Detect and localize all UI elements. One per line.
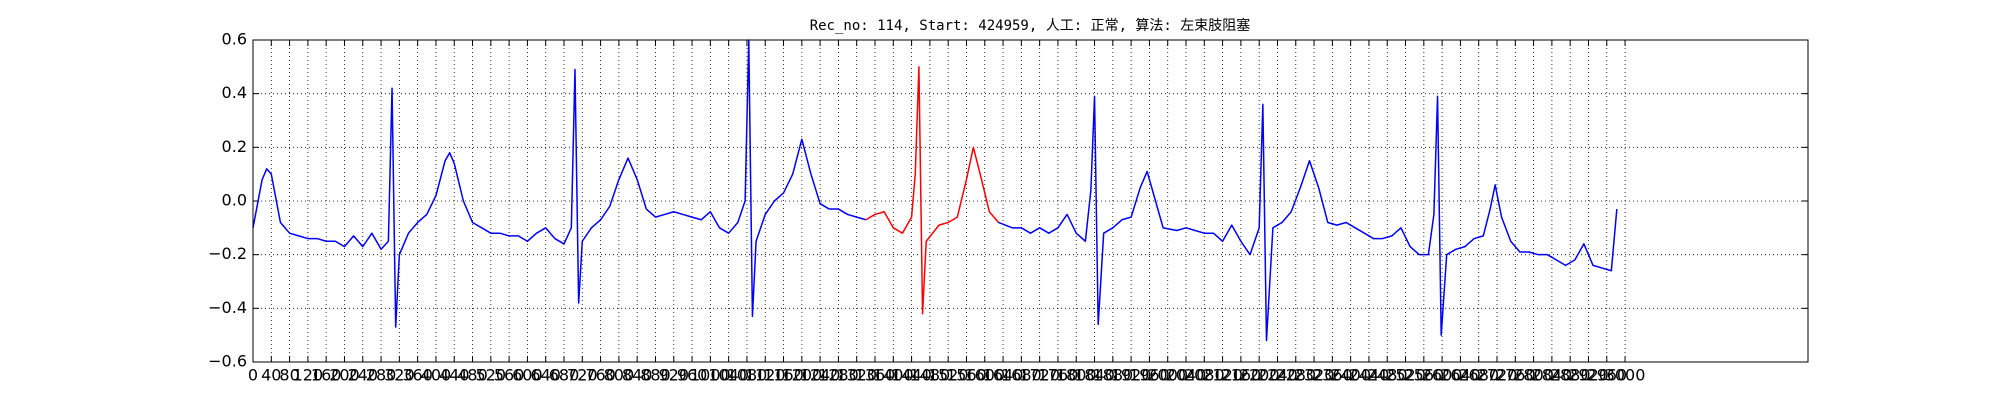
x-tick-label: 2080	[1184, 366, 1225, 385]
x-tick-label: 2880	[1550, 366, 1591, 385]
x-tick-label: 1560	[946, 366, 987, 385]
x-tick-label: 2440	[1349, 366, 1390, 385]
x-tick-label: 2920	[1568, 366, 1609, 385]
x-tick-label: 2680	[1458, 366, 1499, 385]
x-tick-label: 40	[261, 366, 281, 385]
x-tick-label: 1480	[910, 366, 951, 385]
x-tick-label: 520	[476, 366, 507, 385]
x-tick-label: 1120	[745, 366, 786, 385]
y-tick-label: 0.6	[222, 30, 247, 49]
x-tick-label: 640	[530, 366, 561, 385]
x-tick-label: 1760	[1038, 366, 1079, 385]
x-tick-label: 560	[494, 366, 525, 385]
y-tick-label: −0.2	[208, 244, 247, 263]
plot-frame	[252, 39, 1809, 363]
x-tick-label: 920	[658, 366, 689, 385]
x-tick-label: 2600	[1422, 366, 1463, 385]
x-tick-label: 480	[457, 366, 488, 385]
x-tick-label: 400	[421, 366, 452, 385]
x-tick-label: 1960	[1129, 366, 1170, 385]
x-tick-label: 2320	[1294, 366, 1335, 385]
x-tick-label: 840	[622, 366, 653, 385]
x-tick-label: 280	[366, 366, 397, 385]
x-tick-label: 1000	[690, 366, 731, 385]
x-tick-label: 2520	[1385, 366, 1426, 385]
x-tick-label: 1160	[763, 366, 804, 385]
x-tick-label: 1720	[1019, 366, 1060, 385]
x-tick-label: 880	[640, 366, 671, 385]
chart-title: Rec_no: 114, Start: 424959, 人工: 正常, 算法: …	[810, 17, 1251, 34]
x-tick-label: 760	[585, 366, 616, 385]
y-tick-label: 0.4	[222, 83, 247, 102]
y-tick-label: 0.0	[222, 191, 247, 210]
x-tick-label: 0	[248, 366, 258, 385]
x-tick-label: 1600	[964, 366, 1005, 385]
x-tick-label: 1080	[727, 366, 768, 385]
x-tick-label: 1200	[781, 366, 822, 385]
x-tick-label: 800	[604, 366, 635, 385]
x-tick-label: 1680	[1001, 366, 1042, 385]
x-tick-label: 1440	[891, 366, 932, 385]
x-tick-label: 960	[677, 366, 708, 385]
x-tick-label: 1920	[1111, 366, 1152, 385]
ecg-line	[252, 39, 1618, 342]
x-tick-label: 1800	[1056, 366, 1097, 385]
y-tick-label: −0.6	[208, 352, 247, 371]
x-tick-label: 1520	[928, 366, 969, 385]
x-tick-label: 2040	[1166, 366, 1207, 385]
x-tick-label: 1880	[1092, 366, 1133, 385]
x-tick-label: 2960	[1586, 366, 1627, 385]
y-tick-label: −0.4	[208, 298, 247, 317]
x-tick-label: 1640	[983, 366, 1024, 385]
x-tick-label: 1240	[800, 366, 841, 385]
x-tick-label: 2000	[1147, 366, 1188, 385]
x-tick-label: 1840	[1074, 366, 1115, 385]
x-tick-label: 360	[402, 366, 433, 385]
y-tick-label: 0.2	[222, 137, 247, 156]
x-tick-label: 240	[347, 366, 378, 385]
x-tick-label: 2200	[1239, 366, 1280, 385]
x-tick-label: 200	[329, 366, 360, 385]
x-tick-label: 2800	[1513, 366, 1554, 385]
x-tick-label: 1360	[855, 366, 896, 385]
x-tick-label: 2640	[1440, 366, 1481, 385]
x-tick-label: 2400	[1330, 366, 1371, 385]
x-tick-label: 2560	[1403, 366, 1444, 385]
x-tick-label: 1320	[836, 366, 877, 385]
x-tick-label: 1280	[818, 366, 859, 385]
x-tick-label: 2760	[1495, 366, 1536, 385]
x-tick-label: 680	[549, 366, 580, 385]
x-tick-label: 3000	[1605, 366, 1646, 385]
x-tick-label: 120	[293, 366, 324, 385]
x-tick-label: 160	[311, 366, 342, 385]
x-tick-label: 440	[439, 366, 470, 385]
x-tick-label: 2280	[1275, 366, 1316, 385]
x-tick-label: 2360	[1312, 366, 1353, 385]
x-tick-label: 600	[512, 366, 543, 385]
x-tick-label: 2160	[1221, 366, 1262, 385]
x-tick-label: 80	[279, 366, 299, 385]
x-tick-label: 2840	[1532, 366, 1573, 385]
x-tick-label: 1400	[873, 366, 914, 385]
x-tick-label: 2720	[1477, 366, 1518, 385]
x-tick-label: 720	[567, 366, 598, 385]
x-tick-label: 2120	[1202, 366, 1243, 385]
x-tick-label: 2240	[1257, 366, 1298, 385]
x-tick-label: 1040	[708, 366, 749, 385]
x-tick-label: 320	[384, 366, 415, 385]
x-tick-label: 2480	[1367, 366, 1408, 385]
ecg-line	[865, 66, 1000, 315]
